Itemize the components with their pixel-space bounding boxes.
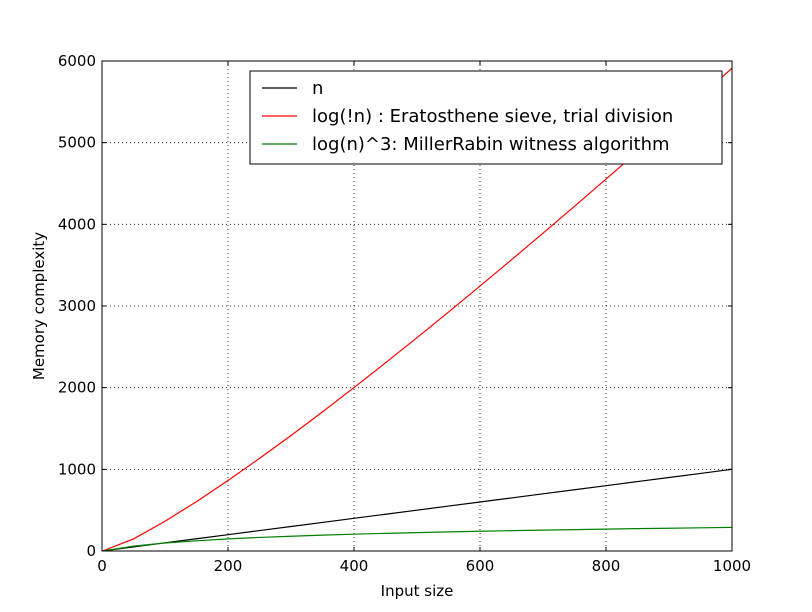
x-axis-label: Input size	[381, 582, 454, 600]
x-tick-label: 1000	[713, 557, 751, 575]
legend: n log(!n) : Eratosthene sieve, trial divi…	[249, 70, 723, 165]
legend-label-2: log(n)^3: MillerRabin witness algorithm	[312, 134, 670, 155]
y-tick-label: 0	[86, 542, 96, 560]
x-tick-label: 0	[97, 557, 107, 575]
series-line-0	[102, 468, 733, 552]
y-tick-label: 1000	[58, 460, 96, 478]
y-axis-label: Memory complexity	[30, 232, 48, 380]
x-tick-label: 200	[214, 557, 243, 575]
axis-ticks	[101, 60, 733, 552]
y-tick-label: 4000	[58, 215, 96, 233]
series-line-2	[102, 526, 733, 552]
x-tick-label: 600	[466, 557, 495, 575]
y-tick-label: 2000	[58, 379, 96, 397]
y-tick-label: 5000	[58, 134, 96, 152]
tick-labels: 0 200 400 600 800 1000 0 1000 2000 3000 4000 5000 60…	[58, 52, 751, 575]
x-tick-label: 400	[340, 557, 369, 575]
legend-label-0: n	[312, 78, 323, 99]
legend-box	[249, 70, 723, 165]
y-tick-label: 6000	[58, 52, 96, 70]
x-tick-label: 800	[592, 557, 621, 575]
legend-label-1: log(!n) : Eratosthene sieve, trial divis…	[312, 106, 673, 127]
y-tick-label: 3000	[58, 297, 96, 315]
